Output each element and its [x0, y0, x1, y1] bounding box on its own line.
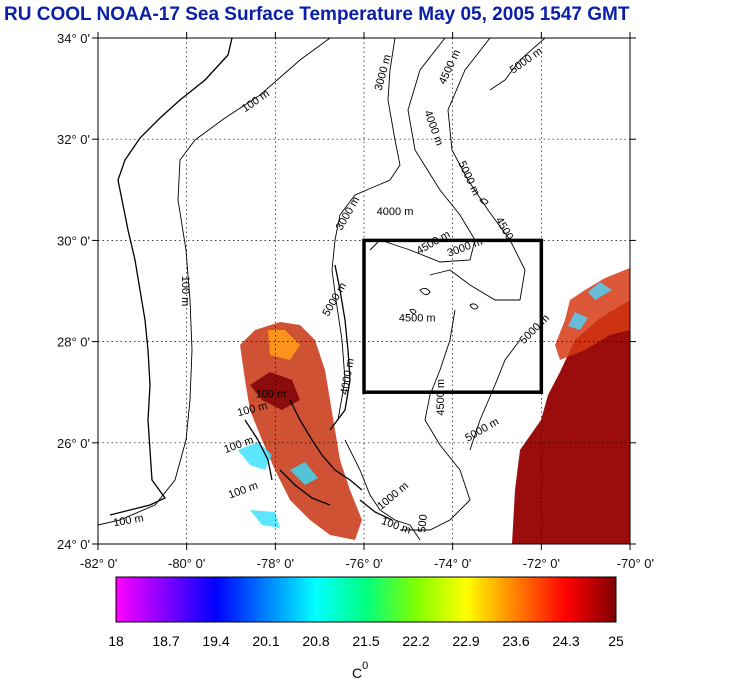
contour-label: 4500 m: [399, 312, 436, 324]
lat-tick-label: 26° 0': [57, 436, 90, 451]
colorbar-gradient: [115, 576, 617, 623]
colorbar-tick-label: 20.1: [252, 633, 279, 649]
lon-tick-label: -80° 0': [168, 556, 205, 571]
contour-5000m-south: [469, 339, 521, 451]
contour-4000m: [369, 38, 476, 263]
contour-100m-shelf: [98, 38, 331, 526]
sst-warm-patch-east: [512, 300, 630, 544]
lon-tick-label: -82° 0': [80, 556, 117, 571]
sst-patch-northeast: [555, 268, 630, 360]
lon-tick-label: -70° 0': [617, 556, 654, 571]
colorbar-unit-label: C0: [352, 660, 368, 680]
contour-label: 500: [416, 514, 430, 533]
contour-label: 100 m: [256, 388, 287, 400]
coastline-bahamas-islands: [244, 399, 393, 521]
contour-4500m-south: [400, 309, 471, 531]
coastline-bahamas-north: [329, 264, 351, 431]
colorbar-tick-label: 23.6: [502, 633, 529, 649]
contour-label: 100 m: [112, 512, 144, 529]
contour-label: 4500 m: [435, 379, 447, 416]
sst-patch-bahamas-warm: [268, 330, 300, 360]
colorbar-tick-label: 20.8: [302, 633, 329, 649]
sst-patch-northeast-cool: [568, 282, 612, 330]
lat-tick-label: 34° 0': [57, 31, 90, 46]
colorbar-tick-label: 22.9: [452, 633, 479, 649]
axis-ticks: [92, 32, 636, 550]
colorbar-tick-label: 21.5: [352, 633, 379, 649]
lon-tick-label: -76° 0': [345, 556, 382, 571]
longitude-labels: -82° 0' -80° 0' -78° 0' -76° 0' -74° 0' -72° …: [80, 556, 654, 571]
contour-label: 100 m: [179, 276, 191, 307]
lon-tick-label: -72° 0': [523, 556, 560, 571]
colorbar-tick-label: 18: [108, 633, 124, 649]
sst-patch-bahamas-dark: [250, 372, 300, 410]
lat-tick-label: 32° 0': [57, 132, 90, 147]
map-title: RU COOL NOAA-17 Sea Surface Temperature …: [4, 4, 630, 25]
colorbar-tick-labels: 18 18.7 19.4 20.1 20.8 21.5 22.2 22.9 23.6 24.3 25: [108, 633, 624, 649]
bathymetry-contours: [98, 38, 546, 541]
lat-tick-label: 28° 0': [57, 335, 90, 350]
contour-label: 4000 m: [377, 206, 414, 218]
lon-tick-label: -78° 0': [257, 556, 294, 571]
study-region-box: [362, 238, 544, 394]
sst-data-layer: [238, 268, 630, 544]
colorbar-tick-label: 22.2: [402, 633, 429, 649]
colorbar-tick-label: 25: [608, 633, 624, 649]
coastline-southeast-us: [109, 38, 233, 516]
coastlines: [109, 38, 393, 521]
sst-patch-bahamas-cool: [238, 442, 318, 528]
latitude-labels: 34° 0' 32° 0' 30° 0' 28° 0' 26° 0' 24° 0': [57, 31, 90, 552]
contour-small-1: [409, 198, 489, 315]
colorbar-tick-label: 19.4: [202, 633, 229, 649]
contour-bahamas-bank: [344, 439, 421, 541]
lon-tick-label: -74° 0': [434, 556, 471, 571]
colorbar-tick-label: 18.7: [152, 633, 179, 649]
lat-tick-label: 30° 0': [57, 233, 90, 248]
colorbar: 18 18.7 19.4 20.1 20.8 21.5 22.2 22.9 23.6 24.3 25…: [108, 576, 624, 680]
contour-5000m-north: [489, 38, 546, 91]
lat-tick-label: 24° 0': [57, 537, 90, 552]
colorbar-tick-label: 24.3: [552, 633, 579, 649]
contour-3000m: [331, 38, 401, 421]
